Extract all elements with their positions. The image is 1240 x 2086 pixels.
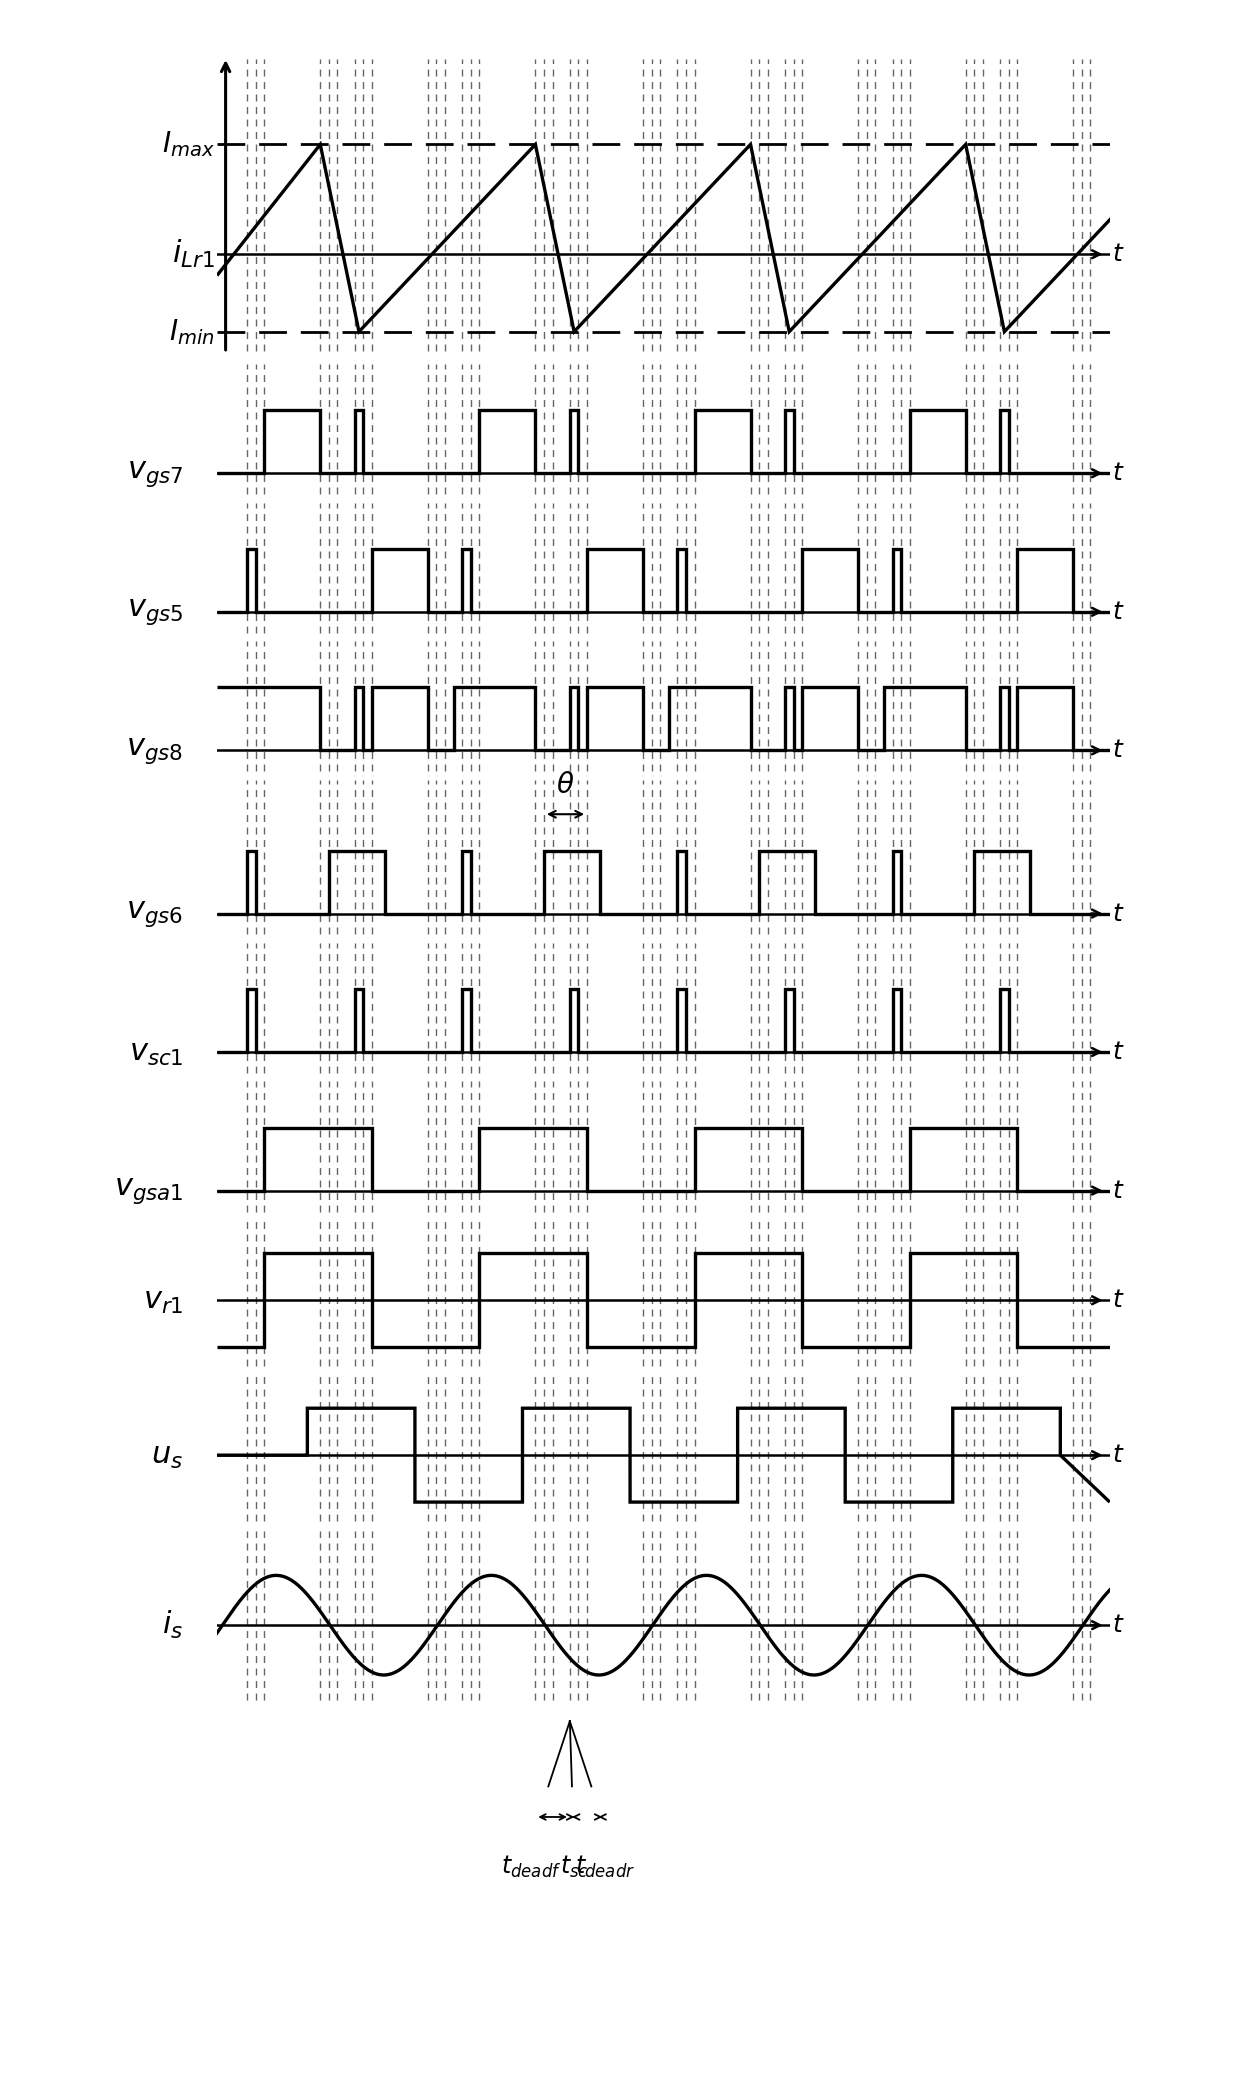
Text: $I_{max}$: $I_{max}$ (162, 129, 215, 159)
Text: $t$: $t$ (1112, 901, 1125, 926)
Text: $t$: $t$ (1112, 1289, 1125, 1312)
Text: $v_{r1}$: $v_{r1}$ (143, 1285, 184, 1316)
Text: $t$: $t$ (1112, 1444, 1125, 1466)
Text: $t$: $t$ (1112, 461, 1125, 486)
Text: $t_{deadr}$: $t_{deadr}$ (574, 1854, 635, 1879)
Text: $t$: $t$ (1112, 601, 1125, 624)
Text: $i_{Lr1}$: $i_{Lr1}$ (172, 238, 215, 271)
Text: $\theta$: $\theta$ (557, 770, 575, 799)
Text: $t$: $t$ (1112, 242, 1125, 267)
Text: $v_{gs7}$: $v_{gs7}$ (126, 457, 184, 488)
Text: $v_{gs8}$: $v_{gs8}$ (126, 734, 184, 766)
Text: $i_s$: $i_s$ (162, 1608, 184, 1642)
Text: $t_{deadf}$: $t_{deadf}$ (501, 1854, 562, 1879)
Text: $I_{min}$: $I_{min}$ (170, 317, 215, 346)
Text: $t_{sc}$: $t_{sc}$ (560, 1854, 589, 1879)
Text: $t$: $t$ (1112, 738, 1125, 761)
Text: $v_{gs6}$: $v_{gs6}$ (126, 899, 184, 928)
Text: $t$: $t$ (1112, 1179, 1125, 1204)
Text: $v_{sc1}$: $v_{sc1}$ (129, 1037, 184, 1068)
Text: $t$: $t$ (1112, 1612, 1125, 1638)
Text: $v_{gsa1}$: $v_{gsa1}$ (114, 1174, 184, 1206)
Text: $u_s$: $u_s$ (151, 1439, 184, 1471)
Text: $v_{gs5}$: $v_{gs5}$ (126, 597, 184, 628)
Text: $t$: $t$ (1112, 1041, 1125, 1064)
